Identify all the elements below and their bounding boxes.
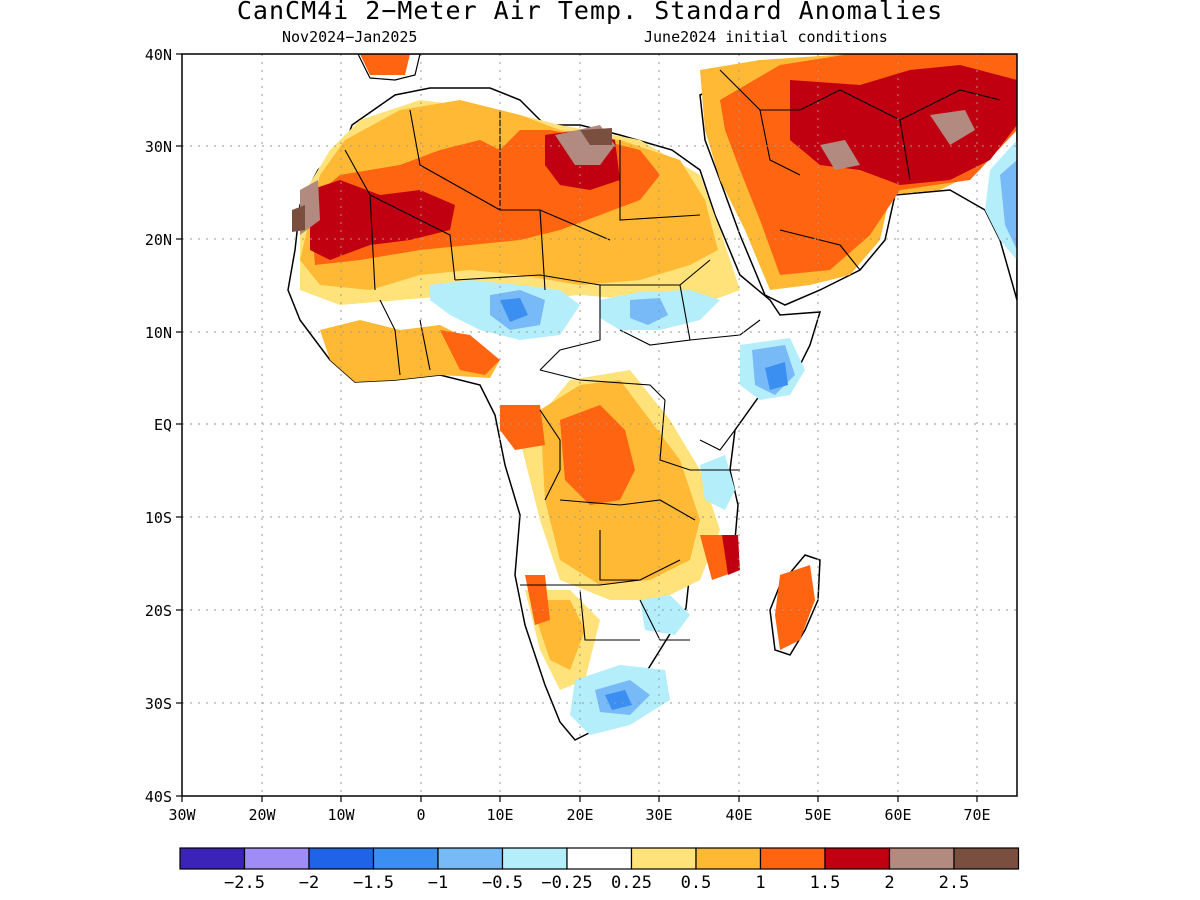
colorbar-label: −1 xyxy=(428,873,448,893)
colorbar-label: −0.25 xyxy=(541,873,592,893)
lat-label: 40S xyxy=(145,788,172,806)
colorbar-swatch xyxy=(179,847,246,870)
lat-label: 10N xyxy=(145,324,172,342)
colorbar-swatch xyxy=(695,847,762,870)
colorbar-label: 0.25 xyxy=(611,873,652,893)
lat-label: 10S xyxy=(145,509,172,527)
colorbar-swatch xyxy=(759,847,826,870)
initial-conditions: June2024 initial conditions xyxy=(644,28,888,46)
colorbar-label: 2.5 xyxy=(939,873,970,893)
colorbar-swatch xyxy=(824,847,891,870)
colorbar-swatch xyxy=(372,847,439,870)
axis-ticks xyxy=(176,53,978,802)
map-layer xyxy=(287,54,1017,741)
colorbar-label: 1.5 xyxy=(810,873,841,893)
anomaly-1-5 xyxy=(310,180,455,260)
anomaly-2-5b xyxy=(292,205,305,232)
lon-label: 20W xyxy=(248,806,276,824)
lon-label: 70E xyxy=(963,806,990,824)
anomaly-1e xyxy=(500,405,545,450)
lon-label: 10W xyxy=(327,806,355,824)
lat-label: 20N xyxy=(145,231,172,249)
lon-label: 30E xyxy=(645,806,672,824)
anomaly-2-5 xyxy=(580,128,612,145)
colorbar-label: 1 xyxy=(755,873,765,893)
lon-label: 20E xyxy=(566,806,593,824)
lat-label: EQ xyxy=(154,416,172,434)
lon-label: 60E xyxy=(884,806,911,824)
lat-labels: 40N 30N 20N 10N EQ 10S 20S 30S 40S xyxy=(145,46,172,806)
colorbar-label: −2 xyxy=(299,873,319,893)
map-title: CanCM4i 2−Meter Air Temp. Standard Anoma… xyxy=(236,0,944,25)
anomaly-neg-1 xyxy=(500,298,528,322)
lat-label: 40N xyxy=(145,46,172,64)
anomaly-1c xyxy=(440,330,500,375)
colorbar-swatch xyxy=(308,847,375,870)
anomaly-neg-1c xyxy=(605,690,632,710)
colorbar-label: −1.5 xyxy=(353,873,394,893)
anomaly-1h xyxy=(360,54,410,75)
colorbar-swatch xyxy=(243,847,310,870)
colorbar: −2.5 −2 −1.5 −1 −0.5 −0.25 0.25 0.5 1 1.5 2 2.5 xyxy=(179,847,1020,893)
colorbar-swatch xyxy=(630,847,697,870)
anomaly-1i xyxy=(525,575,550,625)
lon-label: 40E xyxy=(725,806,752,824)
colorbar-swatch xyxy=(888,847,955,870)
colorbar-swatch xyxy=(437,847,504,870)
lon-label: 30W xyxy=(168,806,196,824)
anomaly-1-5d xyxy=(722,535,740,575)
lon-label: 50E xyxy=(804,806,831,824)
anomaly-neg-0-25d xyxy=(700,455,735,510)
colorbar-label: 2 xyxy=(884,873,894,893)
anomaly-neg-1b xyxy=(765,362,788,390)
colorbar-swatch xyxy=(566,847,633,870)
lon-label: 10E xyxy=(486,806,513,824)
colorbar-label: −2.5 xyxy=(224,873,265,893)
lat-label: 20S xyxy=(145,602,172,620)
anomaly-2c xyxy=(930,110,975,145)
colorbar-swatch xyxy=(501,847,568,870)
colorbar-label: 0.5 xyxy=(681,873,712,893)
anomaly-neg-0-5e xyxy=(1000,160,1017,250)
anomaly-2d xyxy=(820,140,860,170)
anomaly-1d xyxy=(560,405,635,505)
lon-labels: 30W 20W 10W 0 10E 20E 30E 40E 50E 60E 70… xyxy=(168,806,990,824)
lon-label: 0 xyxy=(416,806,425,824)
colorbar-label: −0.5 xyxy=(482,873,523,893)
lat-label: 30S xyxy=(145,695,172,713)
plot-frame xyxy=(181,53,1018,797)
lat-label: 30N xyxy=(145,138,172,156)
graticule xyxy=(182,54,1017,796)
forecast-period: Nov2024−Jan2025 xyxy=(282,28,418,46)
country-borders xyxy=(344,69,1001,641)
anomaly-1g xyxy=(775,565,815,650)
colorbar-swatch xyxy=(953,847,1020,870)
